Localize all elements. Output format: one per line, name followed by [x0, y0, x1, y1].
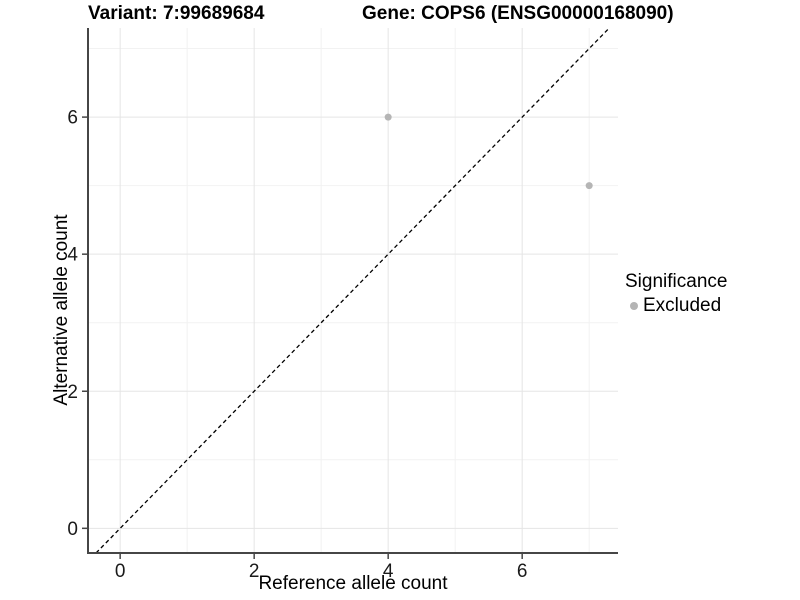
legend-entry-excluded: Excluded	[625, 295, 727, 317]
x-tick-label: 2	[249, 561, 260, 582]
x-tick-label: 4	[383, 561, 394, 582]
gene-title: Gene: COPS6 (ENSG00000168090)	[362, 3, 674, 24]
variant-title: Variant: 7:99689684	[88, 3, 265, 24]
y-tick-label: 4	[67, 245, 78, 266]
legend-title: Significance	[625, 271, 728, 292]
data-point-excluded	[585, 182, 593, 190]
excluded-point-swatch	[630, 302, 638, 310]
y-axis-title: Alternative allele count	[51, 214, 72, 406]
data-point-excluded	[384, 113, 392, 121]
legend: Significance Excluded	[625, 271, 727, 317]
y-tick-label: 6	[67, 108, 78, 129]
y-tick-label: 0	[67, 519, 78, 540]
y-tick-label: 2	[67, 382, 78, 403]
legend-entry-label: Excluded	[643, 295, 722, 316]
x-tick-label: 0	[115, 561, 126, 582]
x-tick-label: 6	[517, 561, 528, 582]
x-axis-title: Reference allele count	[258, 573, 448, 594]
identity-reference-line	[95, 27, 610, 554]
